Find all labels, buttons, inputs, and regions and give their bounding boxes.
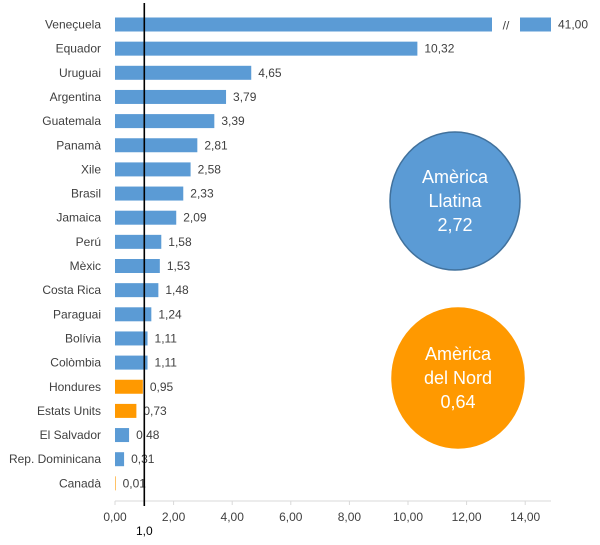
value-label-bolivia: 1,11 [155,331,178,345]
bar-costa-rica [115,283,159,298]
x-axis: 0,00 2,00 4,00 6,00 8,00 10,00 12,00 14,00 [103,500,551,524]
value-label-panama: 2,81 [204,138,228,152]
bar-jamaica [115,210,177,225]
category-label-uruguai: Uruguai [59,66,101,80]
category-labels: Veneçuela Equador Uruguai Argentina Guatemal… [9,18,101,491]
category-label-venecuela: Veneçuela [45,18,101,32]
value-label-canada: 0,01 [123,476,147,490]
x-tick-label: 12,00 [452,510,482,524]
value-label-argentina: 3,79 [233,90,257,104]
category-label-colombia: Colòmbia [50,356,101,370]
bubble-latam-text: 2,72 [437,215,472,235]
value-label-brasil: 2,33 [190,187,214,201]
bubble-latam-text: Llatina [428,191,482,211]
category-label-bolivia: Bolívia [65,331,101,345]
bubble-na-text: Amèrica [425,344,492,364]
x-tick-label: 2,00 [162,510,186,524]
bar-argentina [115,89,227,104]
category-label-hondures: Hondures [49,380,101,394]
value-label-el-salvador: 0,48 [136,428,160,442]
bubble-na: Amèrica del Nord 0,64 [391,307,525,449]
bubble-na-shape [391,307,525,449]
category-label-estats-units: Estats Units [37,404,101,418]
value-label-jamaica: 2,09 [183,211,207,225]
bar-rep-dominicana [115,452,125,467]
bars-group: // [115,17,551,491]
x-tick-label: 8,00 [338,510,362,524]
category-label-equador: Equador [56,42,101,56]
x-tick-label: 10,00 [393,510,423,524]
bar-bolivia [115,331,148,346]
category-label-peru: Perú [76,235,101,249]
x-tick-label: 4,00 [221,510,245,524]
bubble-na-text: 0,64 [440,392,475,412]
axis-break-marker: // [503,19,510,33]
reference-line-label: 1,0 [136,524,153,538]
value-labels: 41,00 10,32 4,653,79 3,39 2,81 2,58 2,33 2,09 1,… [123,18,589,491]
value-label-paraguai: 1,24 [158,307,182,321]
category-label-panama: Panamà [56,138,101,152]
bar-canada [115,476,116,491]
value-label-costa-rica: 1,48 [165,283,189,297]
bar-estats-units [115,403,137,418]
value-label-peru: 1,58 [168,235,192,249]
bar-paraguai [115,307,152,322]
x-tick-label: 14,00 [510,510,540,524]
bubble-latam-text: Amèrica [422,167,489,187]
category-label-guatemala: Guatemala [42,114,101,128]
region-bubbles: Amèrica Llatina 2,72 Amèrica del Nord 0,64 [389,131,525,449]
value-label-hondures: 0,95 [150,380,174,394]
bar-hondures [115,379,143,394]
value-label-venecuela: 41,00 [558,18,588,32]
category-label-rep-dominicana: Rep. Dominicana [9,452,101,466]
bar-panama [115,138,198,153]
value-label-mexic: 1,53 [167,259,191,273]
bar-el-salvador [115,428,130,443]
bar-peru [115,234,162,249]
value-label-equador: 10,32 [424,42,454,56]
x-tick-label: 0,00 [103,510,127,524]
category-label-mexic: Mèxic [70,259,101,273]
category-label-argentina: Argentina [50,90,102,104]
category-label-jamaica: Jamaica [56,211,101,225]
value-label-guatemala: 3,39 [221,114,245,128]
bar-mexic [115,259,160,273]
category-label-brasil: Brasil [71,187,101,201]
category-label-el-salvador: El Salvador [40,428,101,442]
reference-line-group: 1,0 [136,3,153,538]
value-label-estats-units: 0,73 [143,404,167,418]
bar-colombia [115,355,148,370]
category-label-canada: Canadà [59,476,101,490]
bar-xile [115,162,191,177]
bubble-na-text: del Nord [424,368,492,388]
category-label-costa-rica: Costa Rica [42,283,101,297]
bubble-latam: Amèrica Llatina 2,72 [389,131,521,271]
category-label-paraguai: Paraguai [53,307,101,321]
bubble-latam-shape [389,131,521,271]
value-label-uruguai: 4,65 [258,66,282,80]
bar-guatemala [115,114,215,129]
value-label-colombia: 1,11 [155,356,178,370]
bar-venecuela [115,17,492,32]
category-label-xile: Xile [81,162,101,176]
bar-venecuela-continued [520,17,551,32]
x-tick-label: 6,00 [279,510,303,524]
bar-equador [115,41,418,56]
bar-brasil [115,186,184,201]
value-label-xile: 2,58 [198,162,222,176]
bar-uruguai [115,65,252,80]
value-label-rep-dominicana: 0,31 [131,452,155,466]
